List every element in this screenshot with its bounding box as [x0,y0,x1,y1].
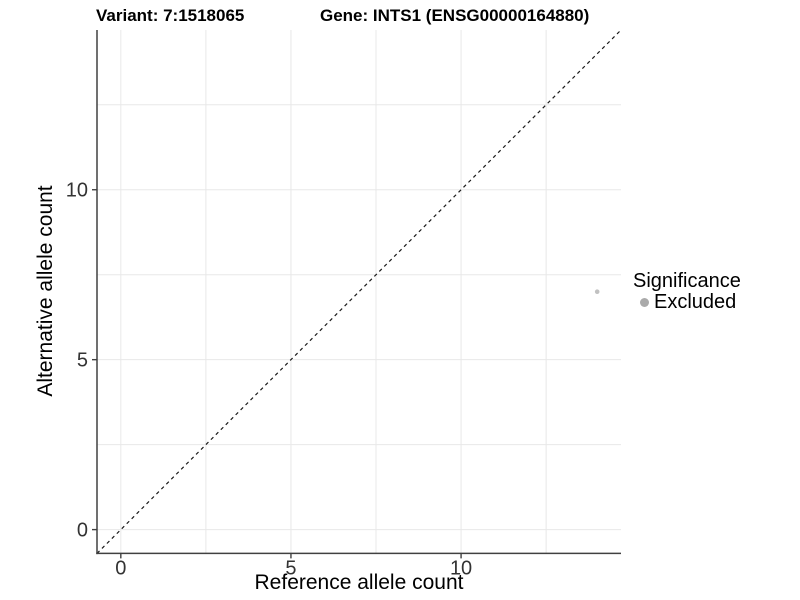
identity-line [96,29,622,554]
legend-item-label: Excluded [654,291,737,313]
legend-title: Significance [633,270,741,292]
x-axis-title: Reference allele count [254,571,464,594]
x-tick-label: 5 [285,557,296,579]
x-tick-label: 0 [115,557,126,579]
x-tick-label: 10 [450,557,472,579]
y-tick-label: 5 [77,350,88,372]
plot-title-variant: Variant: 7:1518065 [96,6,245,25]
y-axis-title: Alternative allele count [34,185,57,397]
legend-item-excluded: Excluded [633,292,741,312]
legend-point-icon [640,297,649,307]
data-point [594,289,600,295]
y-tick-label: 0 [77,520,88,542]
y-tick-label: 10 [66,180,88,202]
plot-title-gene: Gene: INTS1 (ENSG00000164880) [320,6,590,25]
legend: Significance Excluded [633,270,741,312]
